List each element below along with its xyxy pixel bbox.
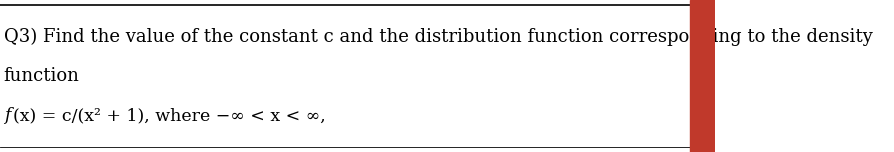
Text: Q3) Find the value of the constant c and the distribution function corresponding: Q3) Find the value of the constant c and… (4, 27, 873, 46)
Text: (x) = c/(x² + 1), where −∞ < x < ∞,: (x) = c/(x² + 1), where −∞ < x < ∞, (13, 107, 325, 124)
Text: function: function (4, 67, 80, 85)
Text: f: f (4, 107, 10, 124)
Bar (689, 0, 714, 152)
